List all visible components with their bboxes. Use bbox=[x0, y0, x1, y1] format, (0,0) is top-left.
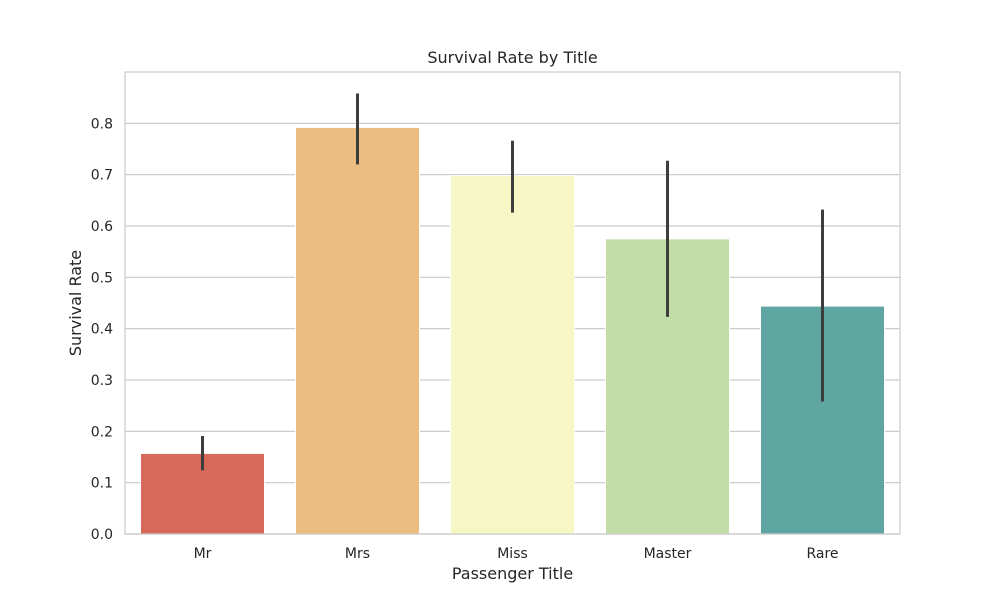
x-axis-title: Passenger Title bbox=[452, 564, 573, 583]
x-tick-label: Miss bbox=[497, 546, 528, 562]
y-tick-labels: 0.0 0.1 0.2 0.3 0.4 0.5 0.6 0.7 0.8 bbox=[91, 116, 113, 543]
y-tick-label: 0.2 bbox=[91, 424, 113, 440]
error-bars-layer bbox=[201, 93, 824, 471]
y-tick-label: 0.5 bbox=[91, 270, 113, 286]
x-tick-label: Mrs bbox=[345, 546, 370, 562]
y-tick-label: 0.7 bbox=[91, 168, 113, 184]
bar-miss bbox=[450, 175, 575, 535]
y-tick-label: 0.6 bbox=[91, 219, 113, 235]
x-tick-label: Rare bbox=[806, 546, 838, 562]
x-tick-labels: Mr Mrs Miss Master Rare bbox=[194, 546, 839, 562]
y-tick-label: 0.3 bbox=[91, 373, 113, 389]
chart-title: Survival Rate by Title bbox=[427, 48, 597, 67]
x-tick-label: Mr bbox=[194, 546, 212, 562]
y-tick-label: 0.1 bbox=[91, 476, 113, 492]
y-tick-label: 0.4 bbox=[91, 322, 113, 338]
y-tick-label: 0.0 bbox=[91, 527, 113, 543]
x-tick-label: Master bbox=[644, 546, 692, 562]
bar-mrs bbox=[295, 126, 420, 535]
plot-frame bbox=[124, 71, 901, 535]
y-axis-title: Survival Rate bbox=[66, 250, 85, 356]
y-tick-label: 0.8 bbox=[91, 116, 113, 132]
